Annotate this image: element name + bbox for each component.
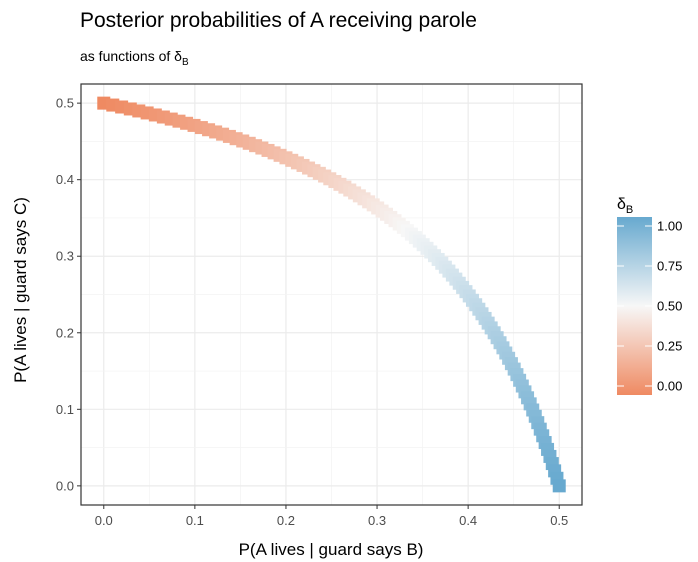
legend-label: 1.00 [657, 219, 682, 234]
grid [81, 84, 582, 505]
y-tick-label: 0.4 [56, 172, 74, 187]
data-point [552, 479, 566, 493]
x-tick-label: 0.0 [95, 513, 113, 528]
y-tick-label: 0.3 [56, 249, 74, 264]
legend: δB 1.00 0.75 0.50 0.25 0.00 [617, 196, 682, 395]
y-axis: 0.0 0.1 0.2 0.3 0.4 0.5 [56, 96, 81, 493]
x-tick-label: 0.3 [368, 513, 386, 528]
x-axis-title: P(A lives | guard says B) [239, 540, 424, 559]
legend-title: δB [617, 196, 633, 216]
y-tick-label: 0.0 [56, 478, 74, 493]
y-tick-label: 0.1 [56, 402, 74, 417]
legend-label: 0.75 [657, 259, 682, 274]
x-tick-label: 0.1 [186, 513, 204, 528]
data-points [97, 96, 566, 493]
y-tick-label: 0.2 [56, 325, 74, 340]
x-axis: 0.0 0.1 0.2 0.3 0.4 0.5 [95, 505, 568, 528]
x-tick-label: 0.4 [459, 513, 477, 528]
legend-label: 0.50 [657, 299, 682, 314]
panel-border [80, 83, 583, 506]
x-tick-label: 0.5 [550, 513, 568, 528]
chart-subtitle: as functions of δB [80, 48, 189, 68]
y-tick-label: 0.5 [56, 96, 74, 111]
legend-label: 0.25 [657, 339, 682, 354]
chart-title: Posterior probabilities of A receiving p… [80, 9, 477, 32]
x-tick-label: 0.2 [277, 513, 295, 528]
y-axis-title: P(A lives | guard says C) [11, 197, 30, 383]
legend-label: 0.00 [657, 379, 682, 394]
legend-ticks: 1.00 0.75 0.50 0.25 0.00 [617, 219, 682, 394]
